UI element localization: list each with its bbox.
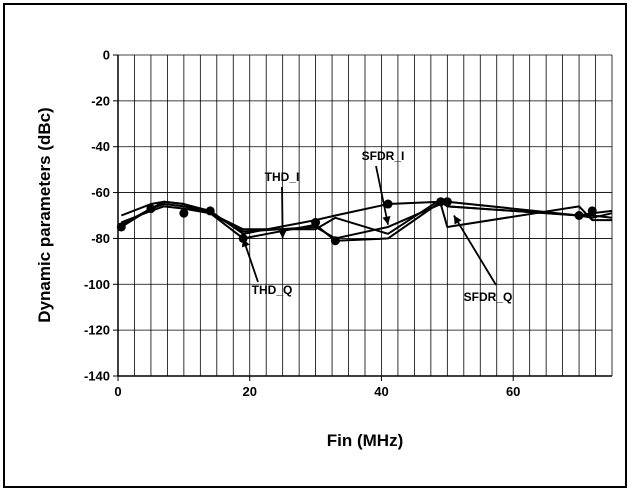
data-marker [146, 204, 156, 214]
annotation-arrowhead-thd-i [278, 230, 287, 239]
y-tick-label: -20 [91, 93, 110, 108]
y-tick-label: -40 [91, 139, 110, 154]
y-tick-label: 0 [103, 48, 110, 63]
y-axis-title: Dynamic parameters (dBc) [35, 107, 54, 322]
y-tick-label: -120 [84, 323, 110, 338]
annotation-label-thd-i: THD_I [265, 170, 300, 184]
x-tick-label: 0 [114, 384, 121, 399]
chart-frame [3, 3, 627, 488]
y-tick-label: -100 [84, 277, 110, 292]
data-marker [442, 197, 452, 207]
data-marker [587, 206, 597, 216]
tick-labels: 0 -20 -40 -60 -80 -100 -120 -140 0 20 40 60 [84, 48, 520, 400]
data-marker [205, 206, 215, 216]
x-tick-label: 60 [506, 384, 520, 399]
annotation-arrowhead-thd-q [241, 238, 250, 248]
x-axis-title: Fin (MHz) [327, 431, 403, 450]
data-marker [311, 217, 321, 227]
annotations: THD_I SFDR_I THD_Q SFDR_Q [241, 149, 513, 304]
annotation-arrowhead-sfdr-q [453, 215, 462, 225]
y-tick-label: -80 [91, 231, 110, 246]
annotation-arrow-sfdr-q [453, 215, 497, 286]
data-marker [436, 197, 446, 207]
annotation-arrow-sfdr-i [375, 165, 389, 225]
annotation-label-sfdr-q: SFDR_Q [464, 290, 513, 304]
series-line-sfdr-i [120, 200, 613, 235]
grid-lines [117, 54, 613, 377]
x-tick-label: 40 [374, 384, 388, 399]
annotation-arrow-thd-i [281, 186, 284, 239]
x-tick-label: 20 [242, 384, 256, 399]
y-tick-label: -140 [84, 369, 110, 384]
annotation-arrowhead-sfdr-i [382, 215, 391, 225]
axes [113, 54, 612, 381]
data-marker [330, 236, 340, 246]
data-marker [179, 208, 189, 218]
series-layer [120, 198, 613, 242]
data-marker [574, 211, 584, 220]
annotation-label-thd-q: THD_Q [252, 283, 293, 297]
annotation-label-sfdr-i: SFDR_I [362, 149, 405, 163]
data-marker [116, 222, 126, 232]
series-line-thd-i [120, 198, 613, 235]
series-line-sfdr-q [120, 203, 612, 240]
y-tick-label: -60 [91, 185, 110, 200]
data-marker [383, 199, 393, 209]
marker-layer [116, 197, 597, 246]
